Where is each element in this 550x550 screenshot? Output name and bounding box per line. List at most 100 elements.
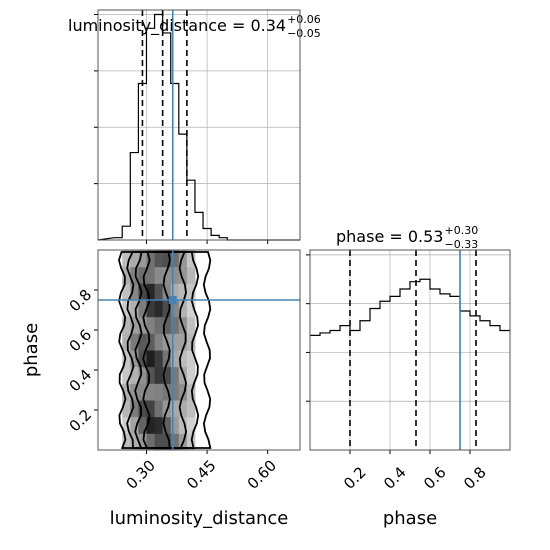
- density-cell: [178, 283, 188, 301]
- density-cell: [138, 316, 147, 334]
- density-cell: [138, 416, 147, 434]
- density-cell: [186, 283, 196, 301]
- density-cell: [122, 283, 131, 301]
- phase-title-plus: +0.30: [444, 224, 478, 237]
- density-cell: [130, 366, 139, 384]
- density-cell: [162, 316, 172, 334]
- density-cell: [162, 350, 172, 368]
- luminosity-distance-title: luminosity_distance = 0.34: [68, 16, 286, 36]
- phase-title: phase = 0.53: [336, 227, 443, 246]
- density-cell: [162, 433, 172, 451]
- density-cell: [130, 250, 139, 268]
- density-cell: [122, 333, 131, 351]
- density-cell: [146, 416, 156, 434]
- density-cell: [122, 316, 131, 334]
- density-cell: [146, 366, 156, 384]
- contour-level-3: [142, 251, 171, 449]
- density-cell: [146, 250, 156, 268]
- density-cell: [146, 383, 156, 401]
- x-axis-label-phase: phase: [383, 508, 437, 529]
- density-cell: [138, 283, 147, 301]
- density-cell: [122, 400, 131, 418]
- density-cell: [154, 383, 164, 401]
- x-tick-label: 0.60: [244, 456, 280, 492]
- density-cell: [154, 266, 164, 284]
- density-cell: [122, 383, 131, 401]
- density-cell: [186, 433, 196, 451]
- density-cell: [154, 366, 164, 384]
- density-cell: [138, 433, 147, 451]
- density-cell: [162, 383, 172, 401]
- density-cell: [130, 266, 139, 284]
- density-cell: [186, 416, 196, 434]
- density-cell: [154, 400, 164, 418]
- phase-title-minus: −0.33: [444, 238, 478, 251]
- density-cell: [138, 333, 147, 351]
- x-tick-label: 0.30: [123, 456, 159, 492]
- density-cell: [154, 316, 164, 334]
- x-tick-label: 0.6: [420, 463, 450, 493]
- density-cell: [130, 400, 139, 418]
- histogram-step-line: [310, 278, 510, 336]
- density-cell: [178, 250, 188, 268]
- density-cell: [162, 283, 172, 301]
- density-cell: [154, 333, 164, 351]
- density-cell: [162, 266, 172, 284]
- density-cell: [154, 416, 164, 434]
- density-cell: [186, 316, 196, 334]
- x-axis-label-luminosity-distance: luminosity_distance: [110, 508, 289, 529]
- x-tick-label: 0.45: [183, 456, 219, 492]
- x-tick-label: 0.8: [460, 463, 490, 493]
- x-tick-label: 0.2: [340, 463, 370, 493]
- density-cell: [130, 350, 139, 368]
- density-cell: [170, 366, 180, 384]
- density-cell: [162, 300, 172, 318]
- density-cell: [178, 333, 188, 351]
- joint-density-panel: 0.30 0.45 0.60 0.2 0.4 0.6 0.8: [66, 249, 300, 493]
- density-cell: [122, 300, 131, 318]
- x-tick-label: 0.4: [380, 463, 410, 493]
- density-cell: [186, 350, 196, 368]
- density-cell: [186, 300, 196, 318]
- y-axis-label-phase: phase: [21, 323, 42, 377]
- density-cell: [138, 400, 147, 418]
- density-cell: [138, 383, 147, 401]
- y-tick-label: 0.4: [66, 366, 96, 396]
- density-cells: [122, 250, 196, 451]
- density-cell: [146, 400, 156, 418]
- density-cell: [170, 350, 180, 368]
- phase-histogram-panel: phase = 0.53 +0.30−0.33 0.2 0.4 0.6 0.8: [306, 224, 510, 493]
- density-cell: [130, 416, 139, 434]
- density-cell: [130, 333, 139, 351]
- density-cell: [154, 283, 164, 301]
- density-cell: [170, 300, 180, 318]
- density-cell: [178, 350, 188, 368]
- contour-level-0: [118, 251, 212, 449]
- density-cell: [146, 266, 156, 284]
- density-cell: [122, 416, 131, 434]
- density-cell: [178, 300, 188, 318]
- density-cell: [130, 316, 139, 334]
- density-cell: [154, 250, 164, 268]
- density-cell: [138, 366, 147, 384]
- density-cell: [186, 400, 196, 418]
- luminosity-distance-title-minus: −0.05: [287, 27, 321, 40]
- density-cell: [186, 366, 196, 384]
- density-cell: [178, 416, 188, 434]
- density-cell: [178, 383, 188, 401]
- density-cell: [162, 366, 172, 384]
- density-cell: [130, 283, 139, 301]
- density-cell: [170, 383, 180, 401]
- density-cell: [122, 266, 131, 284]
- phase-hist-frame: [309, 249, 511, 451]
- density-cell: [146, 350, 156, 368]
- density-cell: [170, 283, 180, 301]
- density-cell: [170, 316, 180, 334]
- y-tick-label: 0.8: [66, 286, 96, 316]
- luminosity-distance-hist-frame: [97, 9, 301, 241]
- density-cell: [170, 416, 180, 434]
- density-cell: [146, 433, 156, 451]
- density-cell: [146, 316, 156, 334]
- density-cell: [178, 400, 188, 418]
- density-cell: [146, 283, 156, 301]
